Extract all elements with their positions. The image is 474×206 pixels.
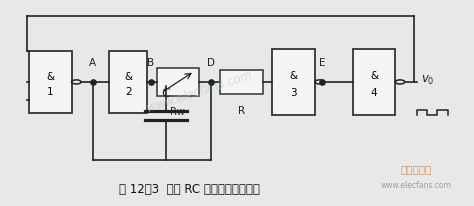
Text: 3: 3 [291,87,297,97]
Text: 图 12－3  带有 RC 电路的环形振荡器: 图 12－3 带有 RC 电路的环形振荡器 [119,182,260,195]
Text: www.elecfans.com: www.elecfans.com [381,180,452,189]
FancyBboxPatch shape [353,50,395,115]
Text: 电子发烧友: 电子发烧友 [401,164,432,173]
Text: D: D [207,57,215,67]
Text: A: A [89,57,96,67]
Text: C: C [162,87,171,99]
Text: 4: 4 [371,87,377,97]
Text: 2: 2 [125,87,132,97]
FancyBboxPatch shape [109,52,147,113]
Text: B: B [147,57,155,67]
Text: R: R [238,105,245,115]
Text: $v_0$: $v_0$ [421,74,435,87]
Text: E: E [319,57,325,67]
Text: &: & [124,71,132,81]
FancyBboxPatch shape [220,70,263,95]
FancyBboxPatch shape [156,69,199,96]
Text: &: & [46,71,55,81]
Text: &: & [290,71,298,81]
Text: Rw: Rw [171,107,185,117]
FancyBboxPatch shape [273,50,315,115]
Text: 1: 1 [47,87,54,97]
Text: www.elecfans.com: www.elecfans.com [145,68,254,114]
Text: &: & [370,71,378,81]
FancyBboxPatch shape [29,52,72,113]
